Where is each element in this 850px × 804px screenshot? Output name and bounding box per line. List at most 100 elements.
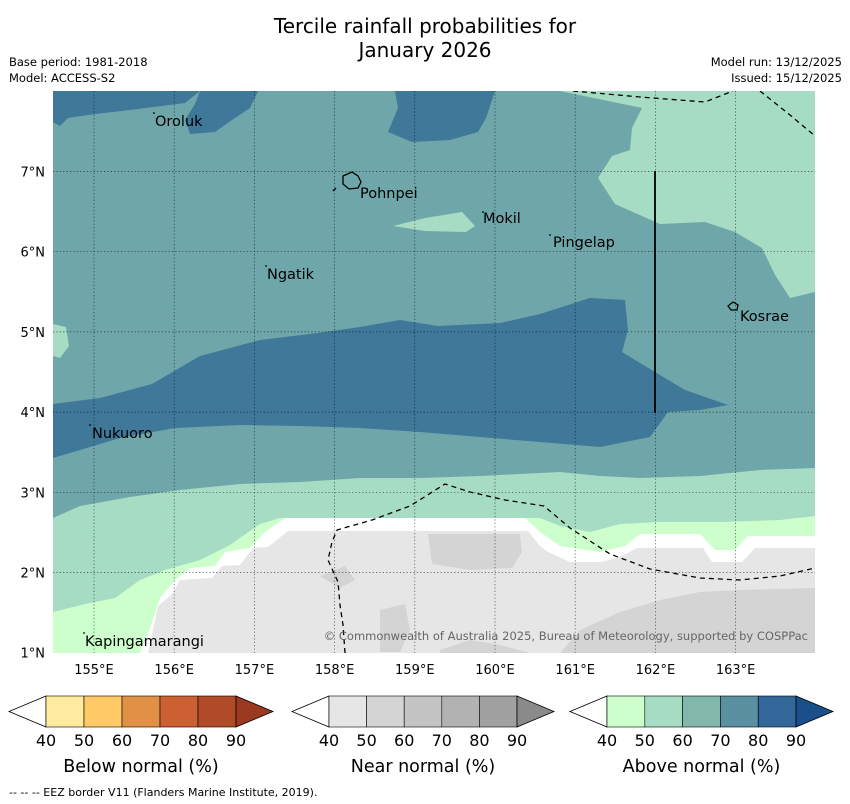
colorbar-title: Near normal (%) [351, 757, 496, 777]
place-pingelap: Pingelap [553, 235, 615, 251]
lat-tick-label: 2°N [21, 567, 46, 582]
colorbars: 40 50 60 70 80 90 Below normal (%) 40 50 60 70 80 90… [7, 695, 835, 777]
colorbar-high-arrow [516, 695, 556, 728]
lon-tick-label: 163°E [716, 663, 756, 678]
colorbar-3: 40 50 60 70 80 90 Above normal (%) [568, 695, 835, 777]
colorbar-tick-label: 40 [319, 731, 339, 750]
colorbar-segment [366, 695, 405, 728]
latitude-ticks: 7°N 6°N 5°N 4°N 3°N 2°N 1°N [21, 166, 46, 662]
colorbar-1: 40 50 60 70 80 90 Below normal (%) [7, 695, 275, 777]
lon-tick-label: 158°E [315, 663, 355, 678]
colorbar-segment [606, 695, 646, 728]
lat-tick-label: 4°N [21, 406, 46, 421]
colorbar-segment [45, 695, 85, 728]
region-near-50-e [440, 640, 530, 653]
title-line-2: January 2026 [358, 38, 492, 62]
colorbar-low-arrow [290, 695, 330, 728]
lat-tick-label: 5°N [21, 326, 46, 341]
region-above-50-west [53, 324, 69, 358]
lon-tick-label: 155°E [74, 663, 114, 678]
colorbar-segment [197, 695, 237, 728]
colorbar-tick-label: 70 [150, 731, 170, 750]
colorbar-segment [328, 695, 367, 728]
colorbar-tick-label: 90 [507, 731, 527, 750]
region-above-50-mokil [393, 212, 475, 232]
lon-tick-label: 160°E [475, 663, 515, 678]
island-dots [83, 112, 551, 634]
colorbar-segment [441, 695, 480, 728]
colorbar-tick-label: 80 [748, 731, 768, 750]
place-mokil: Mokil [483, 211, 521, 227]
place-kosrae: Kosrae [740, 309, 789, 325]
lat-tick-label: 3°N [21, 486, 46, 501]
base-period: Base period: 1981-2018 [9, 55, 148, 69]
colorbar-tick-label: 90 [226, 731, 246, 750]
colorbar-tick-label: 60 [394, 731, 414, 750]
model-name: Model: ACCESS-S2 [9, 71, 116, 85]
colorbar-segment [83, 695, 123, 728]
meta-right: Model run: 13/12/2025 Issued: 15/12/2025 [711, 54, 842, 86]
region-near-50-c [380, 604, 410, 652]
region-near-50-a [428, 534, 522, 570]
issued-date: Issued: 15/12/2025 [731, 71, 842, 85]
lon-tick-label: 162°E [636, 663, 676, 678]
title-line-1: Tercile rainfall probabilities for [273, 14, 577, 38]
eez-border [327, 91, 815, 653]
colorbar-tick-label: 70 [710, 731, 730, 750]
place-oroluk: Oroluk [155, 114, 203, 130]
colorbar-segment [682, 695, 721, 728]
colorbar-tick-label: 80 [469, 731, 489, 750]
lat-tick-label: 7°N [21, 166, 46, 181]
region-near-50-d [560, 588, 815, 653]
colorbar-tick-label: 70 [432, 731, 452, 750]
lon-tick-label: 161°E [555, 663, 595, 678]
colorbar-high-arrow [235, 695, 275, 728]
copyright-notice: © Commonwealth of Australia 2025, Bureau… [324, 629, 808, 643]
lon-tick-label: 159°E [395, 663, 435, 678]
model-run: Model run: 13/12/2025 [710, 55, 842, 69]
colorbar-segment [403, 695, 443, 728]
map-fill-layers [53, 91, 815, 653]
lon-tick-label: 156°E [154, 663, 194, 678]
region-near-50-b [320, 566, 355, 588]
colorbar-low-arrow [568, 695, 608, 728]
colorbar-high-arrow [795, 695, 835, 728]
chart-title: Tercile rainfall probabilities for Janua… [0, 14, 850, 62]
region-above-50-ne [560, 91, 815, 298]
pohnpei-islet [332, 187, 337, 192]
colorbar-tick-label: 50 [356, 731, 376, 750]
lat-tick-label: 6°N [21, 246, 46, 261]
kosrae-island-shape [727, 301, 739, 311]
colorbar-2: 40 50 60 70 80 90 Near normal (%) [290, 695, 556, 777]
graticule [53, 91, 815, 653]
colorbar-tick-label: 60 [112, 731, 132, 750]
place-kapingamarangi: Kapingamarangi [85, 634, 204, 650]
region-above-70-nw [53, 91, 200, 126]
pohnpei-island-shape [342, 171, 362, 190]
colorbar-tick-label: 50 [74, 731, 94, 750]
place-ngatik: Ngatik [267, 267, 315, 283]
colorbar-tick-label: 50 [635, 731, 655, 750]
eez-footnote: -- -- -- EEZ border V11 (Flanders Marine… [9, 786, 318, 799]
colorbar-title: Below normal (%) [63, 757, 218, 777]
colorbar-tick-label: 90 [786, 731, 806, 750]
colorbar-tick-label: 40 [36, 731, 56, 750]
place-nukuoro: Nukuoro [92, 426, 153, 442]
region-above-70-oroluk [185, 91, 258, 134]
colorbar-segment [479, 695, 518, 728]
lon-tick-label: 157°E [235, 663, 275, 678]
colorbar-low-arrow [7, 695, 47, 728]
colorbar-tick-label: 40 [597, 731, 617, 750]
colorbar-segment [121, 695, 161, 728]
colorbar-tick-label: 80 [188, 731, 208, 750]
colorbar-segment [644, 695, 683, 728]
colorbar-segment [757, 695, 797, 728]
colorbar-tick-label: 60 [672, 731, 692, 750]
colorbar-title: Above normal (%) [623, 757, 781, 777]
meta-left: Base period: 1981-2018 Model: ACCESS-S2 [9, 54, 148, 86]
colorbar-segment [720, 695, 759, 728]
place-pohnpei: Pohnpei [360, 186, 418, 202]
longitude-ticks: 155°E 156°E 157°E 158°E 159°E 160°E 161°E 162°E… [74, 663, 755, 678]
region-above-70-central [53, 298, 728, 458]
